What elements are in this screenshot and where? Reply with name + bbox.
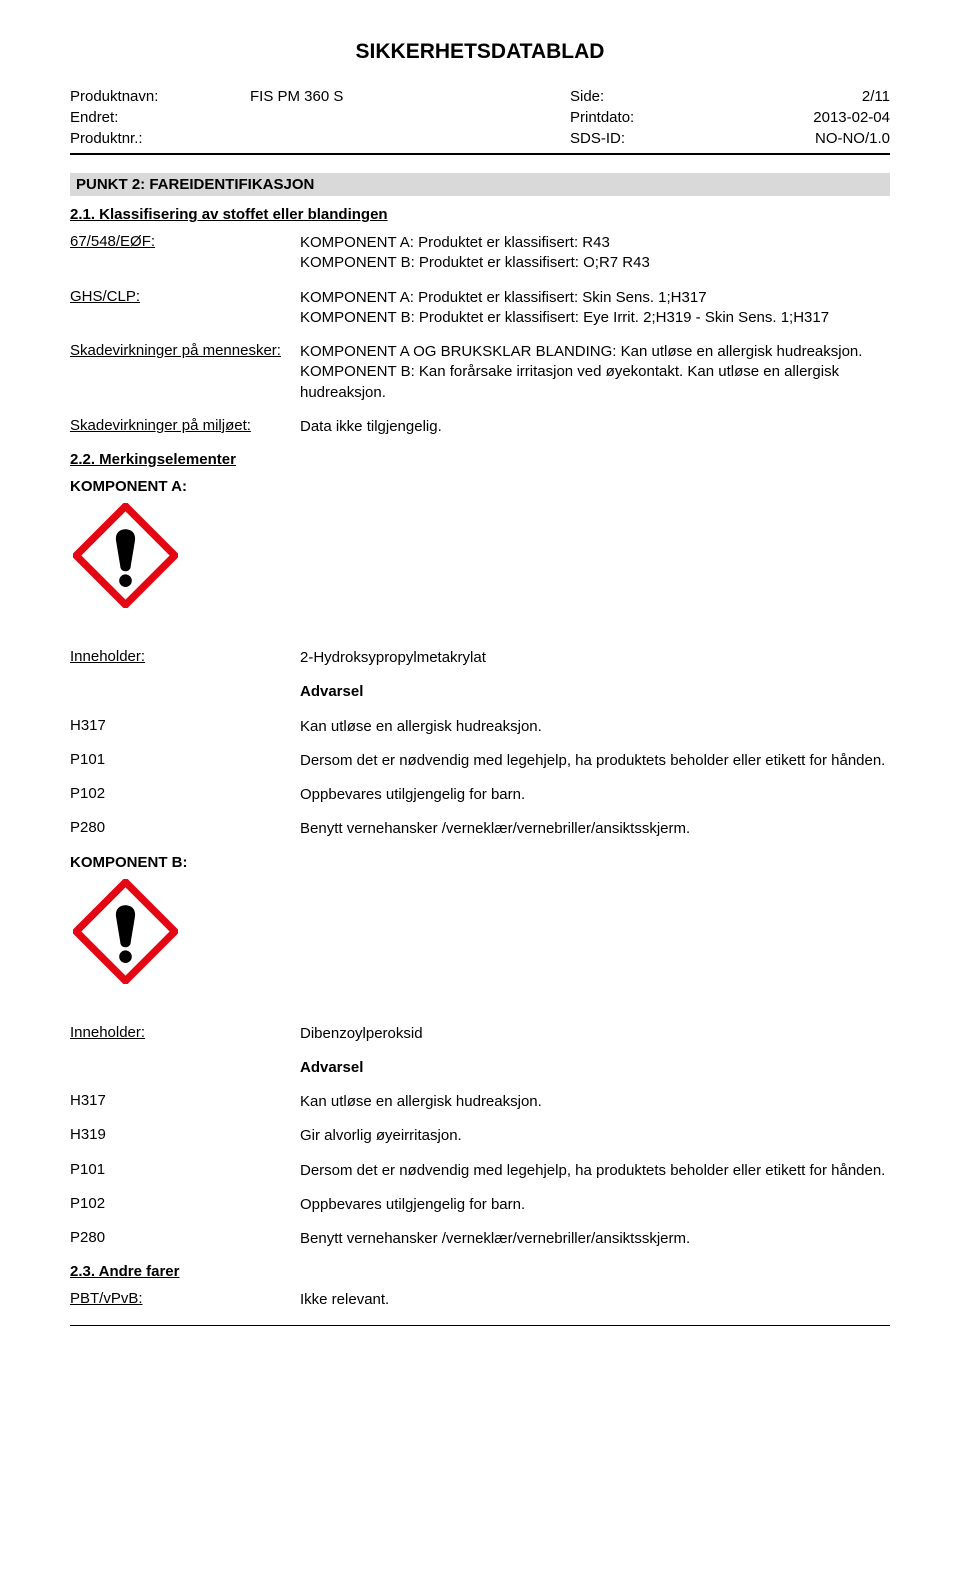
sub-2-1: 2.1. Klassifisering av stoffet eller bla…	[70, 206, 890, 223]
exclamation-hazard-icon	[73, 879, 178, 984]
text-b-p101: Dersom det er nødvendig med legehjelp, h…	[300, 1161, 890, 1181]
produktnavn-value: FIS PM 360 S	[250, 88, 570, 105]
code-b-h317: H317	[70, 1092, 300, 1109]
meta-row-produktnr: Produktnr.: SDS-ID: NO-NO/1.0	[70, 130, 890, 147]
endret-label: Endret:	[70, 109, 250, 126]
row-a-h317: H317 Kan utløse en allergisk hudreaksjon…	[70, 717, 890, 737]
row-a-signal: Advarsel	[70, 682, 890, 702]
value-a-signal: Advarsel	[300, 682, 890, 702]
row-a-p102: P102 Oppbevares utilgjengelig for barn.	[70, 785, 890, 805]
printdato-value: 2013-02-04	[710, 109, 890, 126]
produktnr-label: Produktnr.:	[70, 130, 250, 147]
label-skade-miljo: Skadevirkninger på miljøet:	[70, 417, 300, 434]
text-a-p280: Benytt vernehansker /verneklær/vernebril…	[300, 819, 890, 839]
exclamation-hazard-icon	[73, 503, 178, 608]
row-skade-miljo: Skadevirkninger på miljøet: Data ikke ti…	[70, 417, 890, 437]
ghs-pictogram-a	[73, 503, 890, 608]
row-a-p280: P280 Benytt vernehansker /verneklær/vern…	[70, 819, 890, 839]
row-b-inneholder: Inneholder: Dibenzoylperoksid	[70, 1024, 890, 1044]
row-b-p280: P280 Benytt vernehansker /verneklær/vern…	[70, 1229, 890, 1249]
sdsid-label: SDS-ID:	[570, 130, 710, 147]
ghs-pictogram-b	[73, 879, 890, 984]
sub-2-2: 2.2. Merkingselementer	[70, 451, 890, 468]
value-a-inneholder: 2-Hydroksypropylmetakrylat	[300, 648, 890, 668]
text-b-p102: Oppbevares utilgjengelig for barn.	[300, 1195, 890, 1215]
meta-row-endret: Endret: Printdato: 2013-02-04	[70, 109, 890, 126]
endret-value	[250, 109, 570, 126]
page: SIKKERHETSDATABLAD Produktnavn: FIS PM 3…	[0, 0, 960, 1380]
side-value: 2/11	[710, 88, 890, 105]
row-a-p101: P101 Dersom det er nødvendig med legehje…	[70, 751, 890, 771]
row-b-p102: P102 Oppbevares utilgjengelig for barn.	[70, 1195, 890, 1215]
text-a-p101: Dersom det er nødvendig med legehjelp, h…	[300, 751, 890, 771]
divider-bottom	[70, 1325, 890, 1326]
code-a-p101: P101	[70, 751, 300, 768]
produktnr-value	[250, 130, 570, 147]
code-b-p101: P101	[70, 1161, 300, 1178]
text-a-h317: Kan utløse en allergisk hudreaksjon.	[300, 717, 890, 737]
value-ghs-clp: KOMPONENT A: Produktet er klassifisert: …	[300, 288, 890, 329]
row-67-548: 67/548/EØF: KOMPONENT A: Produktet er kl…	[70, 233, 890, 274]
label-skade-mennesker: Skadevirkninger på mennesker:	[70, 342, 300, 359]
row-skade-mennesker: Skadevirkninger på mennesker: KOMPONENT …	[70, 342, 890, 403]
row-b-p101: P101 Dersom det er nødvendig med legehje…	[70, 1161, 890, 1181]
row-b-h317: H317 Kan utløse en allergisk hudreaksjon…	[70, 1092, 890, 1112]
row-b-signal: Advarsel	[70, 1058, 890, 1078]
sub-2-3: 2.3. Andre farer	[70, 1263, 890, 1280]
sdsid-value: NO-NO/1.0	[710, 130, 890, 147]
row-a-inneholder: Inneholder: 2-Hydroksypropylmetakrylat	[70, 648, 890, 668]
value-skade-mennesker: KOMPONENT A OG BRUKSKLAR BLANDING: Kan u…	[300, 342, 890, 403]
code-a-p280: P280	[70, 819, 300, 836]
printdato-label: Printdato:	[570, 109, 710, 126]
value-b-signal: Advarsel	[300, 1058, 890, 1078]
label-a-inneholder: Inneholder:	[70, 648, 300, 665]
meta-row-produktnavn: Produktnavn: FIS PM 360 S Side: 2/11	[70, 88, 890, 105]
label-b-inneholder: Inneholder:	[70, 1024, 300, 1041]
code-b-p102: P102	[70, 1195, 300, 1212]
label-ghs-clp: GHS/CLP:	[70, 288, 300, 305]
label-67-548: 67/548/EØF:	[70, 233, 300, 250]
row-pbt: PBT/vPvB: Ikke relevant.	[70, 1290, 890, 1310]
text-b-h319: Gir alvorlig øyeirritasjon.	[300, 1126, 890, 1146]
value-skade-miljo: Data ikke tilgjengelig.	[300, 417, 890, 437]
code-a-p102: P102	[70, 785, 300, 802]
value-b-inneholder: Dibenzoylperoksid	[300, 1024, 890, 1044]
komponent-b-label: KOMPONENT B:	[70, 854, 890, 871]
text-a-p102: Oppbevares utilgjengelig for barn.	[300, 785, 890, 805]
code-b-p280: P280	[70, 1229, 300, 1246]
text-b-p280: Benytt vernehansker /verneklær/vernebril…	[300, 1229, 890, 1249]
section-2-heading: PUNKT 2: FAREIDENTIFIKASJON	[70, 173, 890, 196]
text-b-h317: Kan utløse en allergisk hudreaksjon.	[300, 1092, 890, 1112]
row-ghs-clp: GHS/CLP: KOMPONENT A: Produktet er klass…	[70, 288, 890, 329]
meta-block: Produktnavn: FIS PM 360 S Side: 2/11 End…	[70, 88, 890, 147]
divider-top	[70, 153, 890, 155]
produktnavn-label: Produktnavn:	[70, 88, 250, 105]
code-a-h317: H317	[70, 717, 300, 734]
document-title: SIKKERHETSDATABLAD	[70, 40, 890, 64]
value-67-548: KOMPONENT A: Produktet er klassifisert: …	[300, 233, 890, 274]
label-pbt: PBT/vPvB:	[70, 1290, 300, 1307]
komponent-a-label: KOMPONENT A:	[70, 478, 890, 495]
side-label: Side:	[570, 88, 710, 105]
value-pbt: Ikke relevant.	[300, 1290, 890, 1310]
row-b-h319: H319 Gir alvorlig øyeirritasjon.	[70, 1126, 890, 1146]
code-b-h319: H319	[70, 1126, 300, 1143]
